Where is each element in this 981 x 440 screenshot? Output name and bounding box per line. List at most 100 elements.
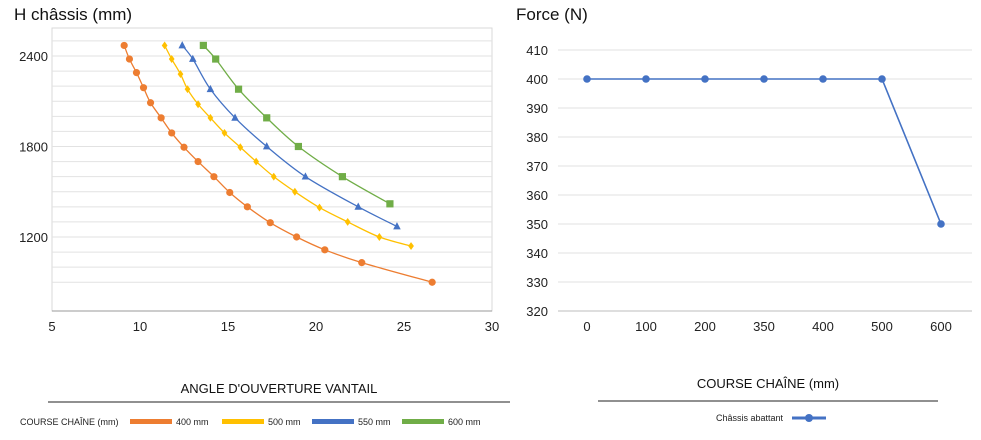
force-chart-y-tick-label: 390 xyxy=(526,101,548,116)
force-chart-y-tick-label: 410 xyxy=(526,43,548,58)
force-chart-y-tick-label: 330 xyxy=(526,275,548,290)
height-chart-legend-title: COURSE CHAÎNE (mm) xyxy=(20,417,119,427)
height-chart-point xyxy=(180,143,188,151)
height-chart-point xyxy=(294,142,302,151)
force-chart-y-tick-label: 380 xyxy=(526,130,548,145)
height-chart-point xyxy=(120,41,128,50)
force-chart-y-tick-label: 350 xyxy=(526,217,548,232)
force-chart-grid xyxy=(558,49,972,312)
height-chart-point xyxy=(293,233,301,241)
height-chart-point xyxy=(132,68,141,77)
height-chart-legend-swatch xyxy=(222,419,264,424)
height-chart-point xyxy=(168,129,176,137)
height-chart-point xyxy=(263,114,271,122)
height-chart-point xyxy=(321,246,329,254)
height-chart-legend-label: 600 mm xyxy=(448,417,481,427)
height-chart-point xyxy=(199,41,207,50)
height-chart-point xyxy=(243,203,251,211)
height-chart-x-tick-label: 5 xyxy=(48,319,55,334)
force-chart-x-tick-label: 500 xyxy=(871,319,893,334)
height-chart-point xyxy=(226,188,234,197)
force-chart-y-tick-label: 320 xyxy=(526,304,548,319)
height-chart-point xyxy=(316,203,323,212)
height-chart-legend-label: 400 mm xyxy=(176,417,209,427)
height-chart-point xyxy=(358,259,366,267)
height-chart-point xyxy=(125,55,134,63)
height-chart-legend-swatch xyxy=(312,419,354,424)
height-chart-point xyxy=(234,85,243,93)
height-chart-point xyxy=(168,55,175,63)
height-chart-point xyxy=(270,172,277,181)
height-chart-point xyxy=(206,84,215,93)
force-chart-y-tick-label: 340 xyxy=(526,246,548,261)
height-chart-y-tick-label: 2400 xyxy=(19,49,48,64)
height-chart-point xyxy=(266,219,274,227)
height-chart-point xyxy=(253,157,260,166)
height-chart-x-tick-label: 25 xyxy=(397,319,411,334)
height-chart-series xyxy=(120,41,436,286)
force-chart-x-tick-label: 0 xyxy=(583,319,590,334)
force-chart-point xyxy=(878,75,886,83)
height-chart-point xyxy=(408,242,414,251)
height-chart-y-ticks: 1200 1800 2400 xyxy=(19,49,48,245)
height-chart-x-tick-label: 30 xyxy=(485,319,499,334)
height-chart-point xyxy=(231,113,239,121)
height-chart-x-tick-label: 10 xyxy=(133,319,147,334)
height-chart-y-tick-label: 1800 xyxy=(19,140,48,155)
force-chart-point xyxy=(819,75,827,83)
force-chart-y-tick-label: 360 xyxy=(526,188,548,203)
height-chart-x-tick-label: 15 xyxy=(221,319,235,334)
height-chart-legend-swatch xyxy=(130,419,172,424)
force-chart-legend-marker xyxy=(805,414,813,422)
height-chart-point xyxy=(195,100,201,109)
force-chart-x-tick-label: 350 xyxy=(753,319,775,334)
height-chart-legend: COURSE CHAÎNE (mm) 400 mm 500 mm 550 mm 600… xyxy=(20,417,481,427)
height-chart-point xyxy=(344,217,351,226)
force-chart-y-tick-label: 370 xyxy=(526,159,548,174)
height-chart-grid xyxy=(51,27,493,312)
height-chart-legend-swatch xyxy=(402,419,444,424)
force-chart-legend: Châssis abattant xyxy=(716,413,826,423)
height-chart-point xyxy=(338,173,346,181)
force-chart-series xyxy=(583,75,945,228)
height-chart-x-tick-label: 20 xyxy=(309,319,323,334)
force-chart-x-ticks: 0 100 200 350 400 500 600 xyxy=(583,319,951,334)
height-chart-point xyxy=(354,202,363,210)
force-chart-point xyxy=(760,75,768,83)
height-chart-point xyxy=(177,70,184,79)
height-chart-point xyxy=(210,173,218,181)
height-chart-point xyxy=(393,222,401,230)
height-chart-point xyxy=(207,113,214,122)
height-chart-point xyxy=(386,200,394,208)
height-chart-point xyxy=(194,157,202,166)
force-chart-y-ticks: 320 330 340 350 360 370 380 390 400 410 xyxy=(526,43,548,319)
height-chart-title: H châssis (mm) xyxy=(14,5,132,24)
height-chart-point xyxy=(157,114,165,122)
force-chart-y-tick-label: 400 xyxy=(526,72,548,87)
height-chart-x-axis-title: ANGLE D'OUVERTURE VANTAIL xyxy=(181,381,378,396)
height-chart-point xyxy=(428,278,436,286)
force-chart-series-line xyxy=(587,78,942,225)
height-chart-point xyxy=(292,187,298,196)
height-chart-point xyxy=(178,41,187,49)
height-chart-point xyxy=(262,142,271,150)
height-chart-series-line xyxy=(123,45,433,283)
height-chart-point xyxy=(212,55,220,63)
height-chart-legend-label: 500 mm xyxy=(268,417,301,427)
height-chart-series-line xyxy=(181,45,398,228)
force-chart-title: Force (N) xyxy=(516,5,588,24)
height-chart-point xyxy=(146,99,155,107)
force-chart-x-axis-title: COURSE CHAÎNE (mm) xyxy=(697,376,839,391)
height-chart-x-ticks: 5 10 15 20 25 30 xyxy=(48,319,499,334)
force-chart-point xyxy=(642,75,650,83)
height-chart-point xyxy=(161,41,168,50)
height-chart-y-tick-label: 1200 xyxy=(19,230,48,245)
height-chart-point xyxy=(139,84,148,92)
height-chart-point xyxy=(376,233,383,241)
force-chart: Force (N) 320 330 340 350 360 370 380 390 400 410… xyxy=(516,5,972,423)
force-chart-x-tick-label: 600 xyxy=(930,319,952,334)
height-chart-point xyxy=(221,128,228,137)
force-chart-x-tick-label: 400 xyxy=(812,319,834,334)
